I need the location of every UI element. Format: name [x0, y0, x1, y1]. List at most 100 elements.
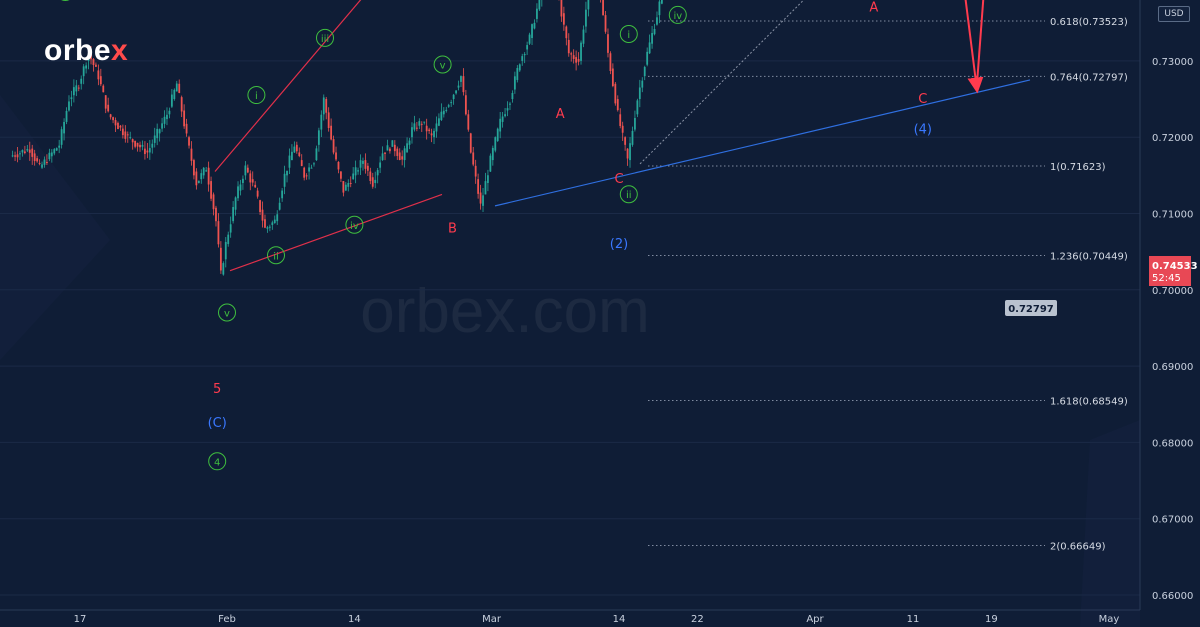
candle-body — [131, 139, 134, 143]
candle-body — [616, 99, 619, 111]
background-decoration — [0, 95, 1150, 627]
wave-label-circle — [61, 0, 70, 2]
candle-body — [202, 167, 205, 176]
candle-body — [16, 154, 19, 158]
candle-body — [406, 143, 408, 153]
wave-label-circle — [619, 25, 638, 44]
candle-body — [653, 28, 656, 35]
candle-body — [278, 202, 281, 210]
candle-body — [565, 26, 568, 39]
wave-label: v — [440, 61, 446, 72]
candle-body — [293, 146, 296, 153]
candle-body — [496, 128, 499, 142]
candle-body — [139, 144, 141, 148]
candle-body — [506, 108, 509, 111]
candle-body — [219, 247, 222, 271]
candle-body — [188, 137, 190, 146]
wave-label-circle — [345, 215, 364, 234]
fib-level-label: 2(0.66649) — [1050, 541, 1106, 552]
candle-body — [347, 183, 350, 187]
candle-body — [384, 152, 386, 154]
candle-body — [237, 186, 239, 199]
candle-body — [533, 22, 536, 29]
candle-body — [200, 173, 203, 180]
candle-body — [425, 125, 428, 132]
candle-body — [450, 102, 453, 104]
candle-body — [109, 114, 112, 118]
watermark-text: orbex.com — [360, 277, 649, 346]
candle-body — [313, 163, 315, 165]
candle-body — [575, 57, 578, 63]
wave-label-circle — [218, 303, 236, 322]
candle-body — [577, 58, 580, 62]
candle-body — [403, 148, 406, 161]
candle-body — [457, 85, 460, 88]
wave-label: A — [556, 107, 565, 122]
currency-badge[interactable]: USD — [1158, 6, 1190, 22]
candle-body — [126, 134, 129, 136]
candle-body — [232, 207, 235, 222]
candle-body — [124, 131, 127, 139]
candle-body — [477, 179, 480, 194]
candle-body — [362, 160, 364, 164]
candle-body — [389, 148, 391, 152]
candle-body — [92, 58, 95, 65]
candle-body — [585, 9, 587, 27]
fib-level-label: 0.618(0.73523) — [1050, 17, 1128, 28]
lower-wedge-line — [229, 193, 443, 272]
time-tick-label: May — [1099, 614, 1120, 625]
candle-body — [264, 219, 266, 228]
candle-body — [560, 0, 563, 17]
candle-body — [509, 103, 511, 105]
candle-body — [317, 130, 320, 145]
candle-body — [85, 65, 88, 69]
candle-body — [310, 167, 313, 169]
candle-body — [161, 123, 163, 129]
candle-body — [342, 181, 345, 193]
candle-body — [55, 148, 58, 151]
time-tick-label: Feb — [218, 614, 236, 625]
candle-body — [511, 92, 514, 100]
candle-body — [528, 34, 531, 44]
wave-label: 4 — [214, 457, 220, 468]
candle-body — [288, 155, 291, 168]
candle-body — [136, 142, 139, 147]
candle-body — [210, 181, 212, 199]
candle-body — [411, 127, 413, 138]
candle-body — [102, 85, 105, 93]
candle-body — [582, 29, 585, 44]
candle-body — [325, 99, 328, 113]
candle-body — [148, 148, 151, 153]
candle-body — [300, 160, 303, 167]
candle-body — [614, 83, 617, 104]
current-price-value: 0.74533 — [1152, 261, 1198, 272]
candle-body — [308, 167, 310, 172]
time-axis[interactable]: 17 Feb 14 Mar 14 22 Apr 11 19 May — [0, 609, 1140, 625]
lower-channel-line — [494, 79, 1031, 207]
candle-body — [246, 167, 249, 173]
candle-body — [259, 200, 261, 213]
candle-body — [455, 90, 457, 94]
candle-body — [364, 160, 367, 169]
wave-label-circle — [267, 246, 285, 265]
candle-body — [420, 123, 423, 125]
candle-body — [619, 114, 622, 126]
price-tick-label: 0.68000 — [1152, 438, 1193, 449]
candle-body — [104, 95, 107, 109]
candle-body — [504, 114, 506, 117]
price-axis[interactable]: 0.66000 0.67000 0.68000 0.69000 0.70000 0.710… — [1139, 0, 1200, 627]
time-tick-label: 19 — [985, 614, 998, 625]
candle-body — [634, 117, 636, 130]
candle-body — [80, 78, 83, 84]
projection-price-value: 0.72797 — [1008, 304, 1054, 315]
wave-label: i — [255, 91, 258, 102]
wave-label-circle — [316, 28, 334, 47]
candle-body — [254, 184, 257, 188]
candle-body — [447, 105, 450, 107]
candle-body — [376, 170, 379, 176]
wave-label: C — [918, 92, 927, 107]
candle-body — [276, 214, 279, 222]
candle-body — [386, 145, 389, 151]
candle-body — [460, 76, 462, 82]
